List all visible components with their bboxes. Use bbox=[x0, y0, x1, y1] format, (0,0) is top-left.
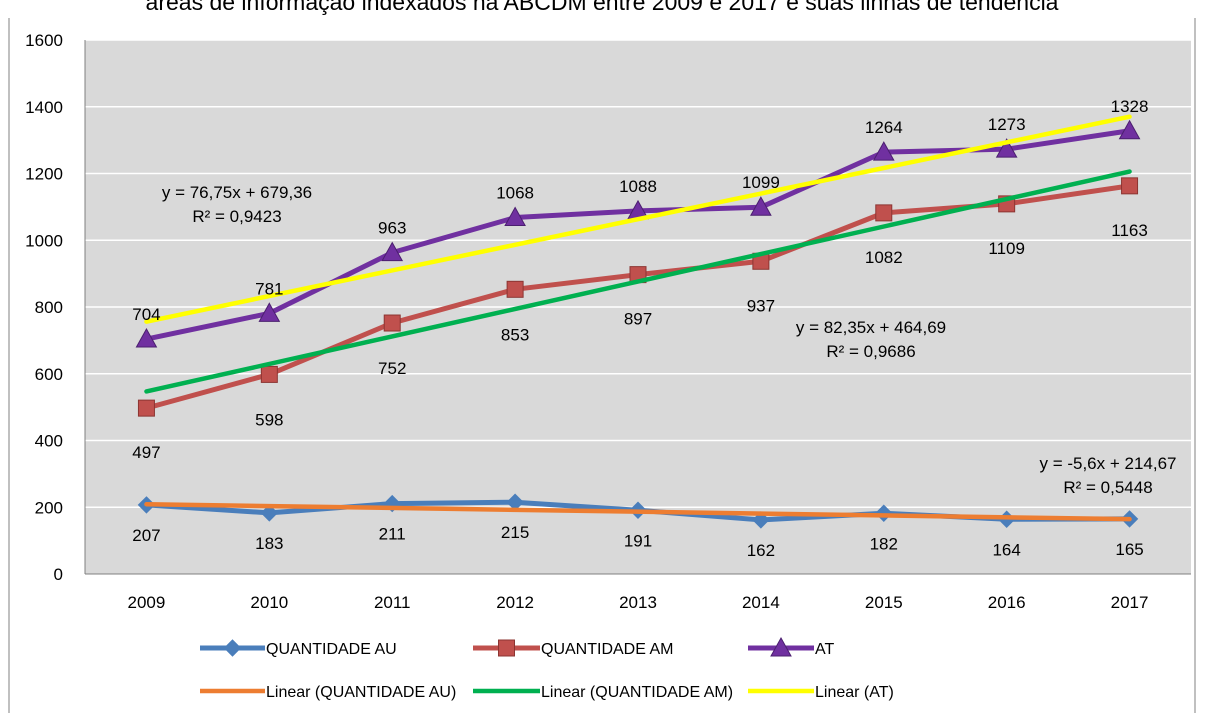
data-label-at-2012: 1068 bbox=[496, 184, 534, 203]
trendline-am bbox=[144, 169, 1132, 394]
data-label-au-2015: 182 bbox=[870, 534, 898, 553]
data-label-at-2015: 1264 bbox=[865, 118, 903, 137]
y-tick-label-1000: 1000 bbox=[25, 231, 63, 250]
legend-label-at: AT bbox=[815, 641, 834, 658]
data-label-au-2009: 207 bbox=[132, 526, 160, 545]
data-label-am-2013: 897 bbox=[624, 310, 652, 329]
data-label-au-2012: 215 bbox=[501, 523, 529, 542]
point-at-2010 bbox=[258, 302, 281, 322]
data-label-am-2011: 752 bbox=[378, 359, 406, 378]
y-tick-label-1600: 1600 bbox=[25, 31, 63, 50]
legend-item-trend-au: Linear (QUANTIDADE AU) bbox=[200, 684, 456, 701]
point-am-2009 bbox=[137, 399, 155, 417]
data-label-au-2013: 191 bbox=[624, 531, 652, 550]
point-at-2016 bbox=[995, 138, 1018, 158]
point-au-2010 bbox=[260, 504, 279, 522]
equation-au: y = -5,6x + 214,67 R² = 0,5448 bbox=[1039, 454, 1176, 497]
legend-label-trend-au: Linear (QUANTIDADE AU) bbox=[266, 684, 456, 701]
point-at-2012 bbox=[504, 206, 526, 227]
legend-item-trend-at: Linear (AT) bbox=[748, 684, 894, 701]
y-axis: 0 200 400 600 800 1000 1200 1400 1600 bbox=[25, 31, 86, 584]
x-axis: 2009 2010 2011 2012 2013 2014 2015 2016 2017 bbox=[85, 573, 1191, 612]
point-at-2014 bbox=[750, 196, 772, 216]
data-label-at-2014: 1099 bbox=[742, 173, 780, 192]
data-label-am-2012: 853 bbox=[501, 325, 529, 344]
data-label-at-2013: 1088 bbox=[619, 177, 657, 196]
equation-au-r2: R² = 0,5448 bbox=[1063, 478, 1152, 497]
point-at-2017 bbox=[1118, 119, 1141, 140]
x-tick-label-2011: 2011 bbox=[374, 593, 411, 612]
data-label-at-2009: 704 bbox=[132, 305, 160, 324]
x-tick-label-2015: 2015 bbox=[865, 593, 903, 612]
data-label-am-2009: 497 bbox=[132, 443, 160, 462]
legend-marker-am bbox=[498, 639, 515, 657]
data-label-au-2014: 162 bbox=[747, 541, 775, 560]
legend-marker-au bbox=[223, 639, 242, 657]
x-tick-label-2014: 2014 bbox=[742, 593, 780, 612]
data-label-at-2010: 781 bbox=[255, 279, 283, 298]
data-label-at-2011: 963 bbox=[378, 219, 406, 238]
y-tick-label-0: 0 bbox=[54, 565, 63, 584]
x-tick-label-2009: 2009 bbox=[128, 593, 166, 612]
legend-item-at: AT bbox=[748, 636, 834, 658]
trendline-at bbox=[144, 114, 1132, 324]
x-tick-label-2010: 2010 bbox=[250, 593, 288, 612]
data-label-am-2010: 598 bbox=[255, 410, 283, 429]
point-at-2009 bbox=[135, 328, 158, 348]
trendlines bbox=[144, 114, 1132, 522]
equation-am-r2: R² = 0,9686 bbox=[826, 342, 915, 361]
equation-am: y = 82,35x + 464,69 R² = 0,9686 bbox=[796, 318, 946, 361]
y-tick-label-400: 400 bbox=[35, 432, 63, 451]
data-label-am-2015: 1082 bbox=[865, 248, 903, 267]
data-label-au-2016: 164 bbox=[992, 540, 1020, 559]
legend: QUANTIDADE AU QUANTIDADE AM AT Linear (QUAN… bbox=[200, 636, 894, 701]
legend-label-trend-am: Linear (QUANTIDADE AM) bbox=[541, 684, 733, 701]
point-am-2015 bbox=[875, 204, 893, 222]
data-label-am-2017: 1163 bbox=[1111, 221, 1148, 240]
data-label-au-2011: 211 bbox=[379, 525, 406, 544]
x-tick-label-2013: 2013 bbox=[619, 593, 657, 612]
legend-item-trend-am: Linear (QUANTIDADE AM) bbox=[473, 684, 733, 701]
data-label-at-2017: 1328 bbox=[1111, 97, 1149, 116]
point-at-2015 bbox=[872, 141, 895, 161]
point-am-2017 bbox=[1121, 177, 1139, 195]
data-labels: 207 183 211 215 191 162 182 164 165 497 598 752 853 8… bbox=[132, 97, 1148, 560]
legend-marker-at bbox=[770, 636, 792, 657]
point-am-2010 bbox=[260, 365, 278, 383]
point-am-2011 bbox=[383, 314, 401, 332]
x-tick-label-2016: 2016 bbox=[988, 593, 1026, 612]
legend-label-trend-at: Linear (AT) bbox=[815, 684, 894, 701]
point-au-2014 bbox=[752, 511, 770, 529]
legend-label-am: QUANTIDADE AM bbox=[541, 641, 673, 658]
legend-label-au: QUANTIDADE AU bbox=[266, 641, 397, 658]
trendline-au bbox=[144, 501, 1132, 522]
x-tick-label-2012: 2012 bbox=[496, 593, 534, 612]
equation-at-formula: y = 76,75x + 679,36 bbox=[162, 183, 312, 202]
legend-item-am: QUANTIDADE AM bbox=[473, 639, 673, 658]
equation-am-formula: y = 82,35x + 464,69 bbox=[796, 318, 946, 337]
equation-at-r2: R² = 0,9423 bbox=[192, 207, 281, 226]
chart-title: áreas de informação indexados na ABCDM e… bbox=[146, 0, 1059, 15]
y-tick-label-200: 200 bbox=[35, 498, 63, 517]
data-label-au-2010: 183 bbox=[255, 534, 283, 553]
x-tick-label-2017: 2017 bbox=[1111, 593, 1149, 612]
point-am-2012 bbox=[506, 280, 524, 298]
equation-au-formula: y = -5,6x + 214,67 bbox=[1039, 454, 1176, 473]
point-at-2011 bbox=[381, 241, 404, 262]
y-tick-label-800: 800 bbox=[35, 298, 63, 317]
data-label-am-2016: 1109 bbox=[988, 239, 1025, 258]
data-label-at-2016: 1273 bbox=[988, 115, 1026, 134]
y-tick-label-600: 600 bbox=[35, 365, 63, 384]
y-tick-label-1200: 1200 bbox=[25, 165, 63, 184]
equation-at: y = 76,75x + 679,36 R² = 0,9423 bbox=[162, 183, 312, 226]
data-label-au-2017: 165 bbox=[1115, 540, 1143, 559]
y-tick-label-1400: 1400 bbox=[25, 98, 63, 117]
data-label-am-2014: 937 bbox=[747, 296, 775, 315]
legend-item-au: QUANTIDADE AU bbox=[200, 639, 397, 658]
